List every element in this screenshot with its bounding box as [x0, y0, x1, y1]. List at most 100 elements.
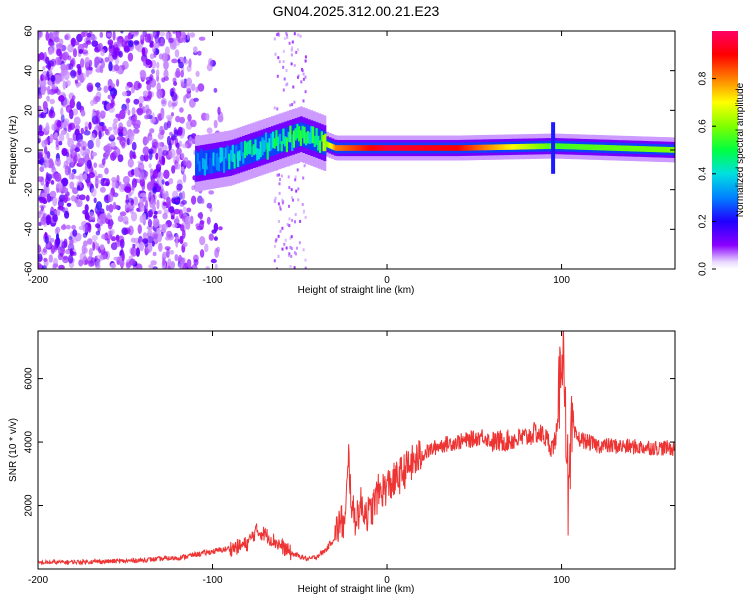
spectrogram-noise-cell: [92, 241, 96, 251]
spectrogram-noise-cell: [48, 79, 53, 87]
spectrogram-noise-cell: [151, 69, 155, 74]
spectrogram-noise-cell: [199, 220, 205, 231]
spectrogram-signal-core: [324, 133, 327, 152]
spectrogram-noise-cell: [82, 151, 90, 159]
spectrogram-noise-cell: [288, 41, 291, 45]
spectrogram-noise-cell: [175, 67, 181, 78]
spectrogram-noise-cell: [69, 181, 75, 190]
spectrogram-signal-core: [247, 141, 250, 154]
spectrogram-noise-cell: [138, 172, 142, 180]
spectrogram-noise-cell: [283, 77, 286, 81]
spectrogram-noise-cell: [304, 258, 307, 262]
spectrogram-noise-cell: [288, 254, 291, 257]
spectrogram-noise-cell: [111, 180, 119, 189]
spectrogram-noise-cell: [275, 238, 278, 242]
snr-y-ticks: 2000 4000 6000: [24, 367, 675, 517]
spectrogram-noise-cell: [166, 120, 172, 129]
spectrogram-noise-cell: [45, 31, 50, 41]
spectrogram-noise-cell: [64, 210, 70, 219]
spectrogram-noise-cell: [132, 243, 136, 248]
spectrogram-noise-cell: [39, 210, 43, 215]
spectrogram-noise-cell: [55, 138, 59, 148]
spectrogram-noise-cell: [93, 162, 98, 168]
spectrogram-noise-cell: [276, 173, 279, 177]
spectrogram-noise-cell: [53, 244, 58, 251]
spectrogram-noise-cell: [145, 248, 150, 255]
spectrogram-signal-core: [589, 144, 592, 150]
spectrogram-signal-core: [264, 132, 268, 150]
spectrogram-noise-cell: [186, 207, 192, 213]
spectrogram-x-tick-label: 100: [553, 275, 570, 286]
spectrogram-noise-cell: [299, 219, 302, 223]
spectrogram-signal-core: [388, 145, 391, 151]
spectrogram-signal-core: [629, 145, 632, 152]
spectrogram-noise-cell: [191, 195, 197, 205]
spectrogram-signal-core: [294, 128, 297, 141]
spectrogram-signal-core: [638, 146, 641, 152]
spectrogram-signal-core: [559, 143, 562, 150]
spectrogram-noise-cell: [160, 97, 167, 107]
spectrogram-signal-core: [296, 123, 299, 139]
spectrogram-noise-cell: [54, 74, 61, 85]
spectrogram-signal-core: [418, 145, 421, 151]
spectrogram-noise-cell: [167, 100, 173, 108]
spectrogram-noise-cell: [157, 159, 163, 167]
spectrogram-noise-cell: [156, 61, 160, 69]
spectrogram-noise-cell: [297, 187, 300, 191]
spectrogram-signal-core: [409, 145, 412, 151]
spectrogram-noise-cell: [97, 42, 103, 52]
spectrogram-noise-cell: [120, 238, 125, 249]
spectrogram-signal-core: [504, 144, 507, 150]
spectrogram-noise-cell: [282, 60, 285, 63]
spectrogram-noise-cell: [105, 129, 111, 136]
spectrogram-signal-core: [547, 143, 550, 149]
spectrogram-noise-cell: [144, 33, 152, 43]
spectrogram-signal-core: [413, 145, 416, 151]
spectrogram-signal-core: [371, 145, 374, 151]
spectrogram-noise-cell: [49, 133, 54, 144]
spectrogram-signal-core: [542, 143, 545, 150]
spectrogram-noise-cell: [45, 161, 50, 168]
spectrogram-signal-core: [326, 141, 329, 148]
spectrogram-signal-core: [266, 142, 269, 160]
spectrogram-signal-core: [582, 144, 585, 150]
spectrogram-noise-cell: [277, 202, 280, 206]
spectrogram-noise-cell: [39, 166, 45, 173]
spectrogram-noise-cell: [109, 134, 115, 139]
spectrogram-noise-cell: [149, 128, 155, 134]
spectrogram-noise-cell: [182, 143, 188, 149]
spectrogram-noise-cell: [38, 246, 42, 253]
spectrogram-noise-cell: [69, 109, 74, 120]
spectrogram-signal-core: [587, 144, 590, 150]
spectrogram-noise-cell: [56, 208, 61, 216]
spectrogram-signal-core: [645, 146, 648, 152]
spectrogram-noise-cell: [118, 50, 123, 58]
spectrogram-noise-cell: [44, 145, 48, 155]
spectrogram-noise-cell: [181, 166, 185, 172]
spectrogram-noise-cell: [154, 210, 158, 215]
spectrogram-signal-core: [270, 133, 273, 151]
spectrogram-noise-cell: [171, 223, 178, 229]
spectrogram-signal-core: [250, 146, 254, 157]
spectrogram-noise-cell: [76, 194, 81, 200]
spectrogram-noise-cell: [115, 113, 121, 119]
spectrogram-noise-cell: [87, 139, 94, 150]
spectrogram-noise-cell: [96, 86, 102, 91]
spectrogram-noise-cell: [301, 203, 304, 206]
spectrogram-noise-cell: [56, 182, 63, 189]
spectrogram-noise-cell: [100, 111, 106, 116]
spectrogram-noise-cell: [299, 34, 302, 38]
spectrogram-signal-core: [341, 145, 344, 151]
spectrogram-signal-core: [254, 139, 257, 155]
spectrogram-noise-cell: [281, 226, 284, 230]
spectrogram-noise-cell: [124, 186, 132, 194]
spectrogram-noise-cell: [138, 96, 145, 104]
spectrogram-noise-cell: [107, 192, 114, 203]
spectrogram-noise-cell: [181, 199, 187, 205]
spectrogram-signal-core: [306, 131, 309, 144]
spectrogram-noise-cell: [292, 85, 295, 89]
spectrogram-noise-cell: [174, 233, 180, 241]
spectrogram-noise-cell: [38, 31, 43, 38]
spectrogram-signal-core: [230, 149, 233, 161]
spectrogram-noise-cell: [111, 94, 116, 100]
